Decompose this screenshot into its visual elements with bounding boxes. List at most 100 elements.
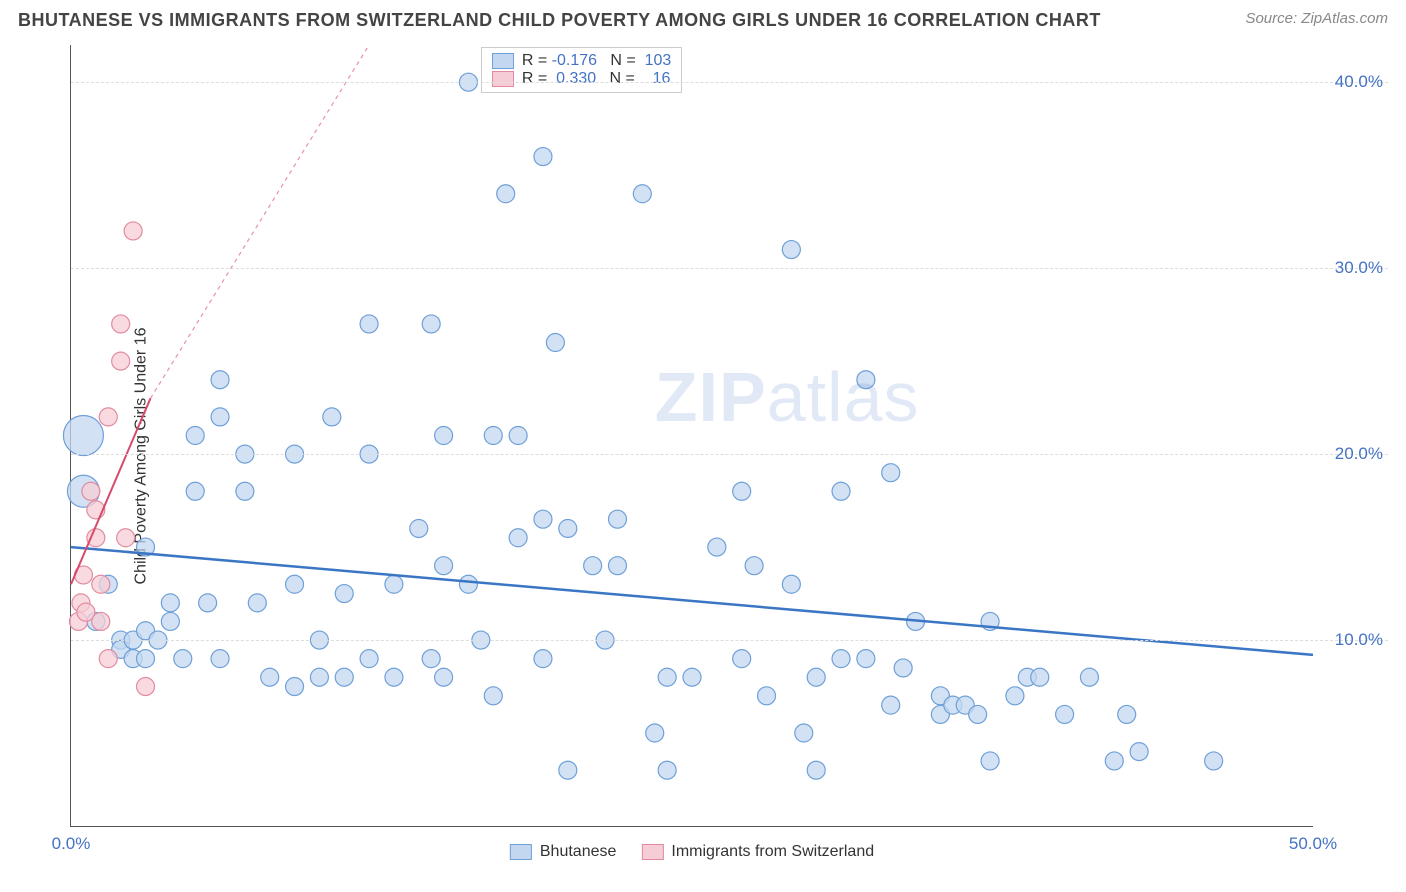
y-tick-label: 30.0% bbox=[1335, 258, 1383, 278]
data-point bbox=[211, 650, 229, 668]
series-legend: Bhutanese Immigrants from Switzerland bbox=[510, 843, 874, 861]
data-point bbox=[435, 427, 453, 445]
data-point bbox=[87, 529, 105, 547]
data-point bbox=[882, 696, 900, 714]
data-point bbox=[782, 241, 800, 259]
data-point bbox=[1105, 752, 1123, 770]
chart-area: Child Poverty Among Girls Under 16 ZIPat… bbox=[18, 40, 1388, 872]
data-point bbox=[63, 416, 103, 456]
data-point bbox=[646, 724, 664, 742]
data-point bbox=[484, 687, 502, 705]
data-point bbox=[832, 482, 850, 500]
data-point bbox=[161, 612, 179, 630]
data-point bbox=[117, 529, 135, 547]
data-point bbox=[832, 650, 850, 668]
legend-label: Bhutanese bbox=[540, 843, 617, 861]
data-point bbox=[211, 371, 229, 389]
legend-item: Bhutanese bbox=[510, 843, 617, 861]
data-point bbox=[435, 668, 453, 686]
data-point bbox=[969, 705, 987, 723]
data-point bbox=[981, 752, 999, 770]
data-point bbox=[261, 668, 279, 686]
legend-swatch bbox=[510, 844, 532, 860]
data-point bbox=[422, 650, 440, 668]
data-point bbox=[248, 594, 266, 612]
data-point bbox=[323, 408, 341, 426]
data-point bbox=[1056, 705, 1074, 723]
data-point bbox=[608, 557, 626, 575]
data-point bbox=[286, 575, 304, 593]
data-point bbox=[1080, 668, 1098, 686]
x-tick-label: 50.0% bbox=[1289, 834, 1337, 854]
data-point bbox=[335, 585, 353, 603]
data-point bbox=[509, 529, 527, 547]
data-point bbox=[92, 575, 110, 593]
data-point bbox=[92, 612, 110, 630]
data-point bbox=[546, 334, 564, 352]
data-point bbox=[186, 482, 204, 500]
y-tick-label: 40.0% bbox=[1335, 72, 1383, 92]
data-point bbox=[360, 315, 378, 333]
data-point bbox=[584, 557, 602, 575]
data-point bbox=[782, 575, 800, 593]
legend-row: R = 0.330 N = 16 bbox=[492, 70, 671, 88]
gridline bbox=[71, 82, 1388, 83]
data-point bbox=[882, 464, 900, 482]
data-point bbox=[112, 352, 130, 370]
chart-header: BHUTANESE VS IMMIGRANTS FROM SWITZERLAND… bbox=[0, 0, 1406, 31]
y-tick-label: 10.0% bbox=[1335, 630, 1383, 650]
scatter-svg bbox=[71, 45, 1313, 826]
y-tick-label: 20.0% bbox=[1335, 444, 1383, 464]
data-point bbox=[683, 668, 701, 686]
data-point bbox=[534, 650, 552, 668]
gridline bbox=[71, 454, 1388, 455]
data-point bbox=[894, 659, 912, 677]
data-point bbox=[559, 519, 577, 537]
data-point bbox=[435, 557, 453, 575]
data-point bbox=[174, 650, 192, 668]
data-point bbox=[124, 222, 142, 240]
data-point bbox=[795, 724, 813, 742]
data-point bbox=[745, 557, 763, 575]
legend-label: Immigrants from Switzerland bbox=[671, 843, 874, 861]
data-point bbox=[633, 185, 651, 203]
data-point bbox=[335, 668, 353, 686]
data-point bbox=[608, 510, 626, 528]
x-tick-label: 0.0% bbox=[52, 834, 91, 854]
data-point bbox=[211, 408, 229, 426]
data-point bbox=[857, 650, 875, 668]
data-point bbox=[534, 510, 552, 528]
data-point bbox=[236, 482, 254, 500]
data-point bbox=[99, 408, 117, 426]
gridline bbox=[71, 268, 1388, 269]
data-point bbox=[484, 427, 502, 445]
legend-text: R = 0.330 N = 16 bbox=[522, 70, 671, 88]
data-point bbox=[385, 668, 403, 686]
data-point bbox=[708, 538, 726, 556]
legend-swatch bbox=[492, 71, 514, 87]
data-point bbox=[310, 668, 328, 686]
chart-title: BHUTANESE VS IMMIGRANTS FROM SWITZERLAND… bbox=[18, 10, 1101, 31]
data-point bbox=[286, 678, 304, 696]
data-point bbox=[99, 650, 117, 668]
data-point bbox=[186, 427, 204, 445]
data-point bbox=[758, 687, 776, 705]
data-point bbox=[1130, 743, 1148, 761]
gridline bbox=[71, 640, 1388, 641]
legend-item: Immigrants from Switzerland bbox=[641, 843, 874, 861]
data-point bbox=[199, 594, 217, 612]
data-point bbox=[534, 148, 552, 166]
data-point bbox=[459, 575, 477, 593]
data-point bbox=[733, 650, 751, 668]
data-point bbox=[422, 315, 440, 333]
data-point bbox=[82, 482, 100, 500]
legend-row: R = -0.176 N = 103 bbox=[492, 52, 671, 70]
data-point bbox=[161, 594, 179, 612]
data-point bbox=[497, 185, 515, 203]
correlation-legend: R = -0.176 N = 103R = 0.330 N = 16 bbox=[481, 47, 682, 93]
data-point bbox=[658, 668, 676, 686]
data-point bbox=[360, 650, 378, 668]
data-point bbox=[509, 427, 527, 445]
data-point bbox=[1031, 668, 1049, 686]
legend-swatch bbox=[492, 53, 514, 69]
